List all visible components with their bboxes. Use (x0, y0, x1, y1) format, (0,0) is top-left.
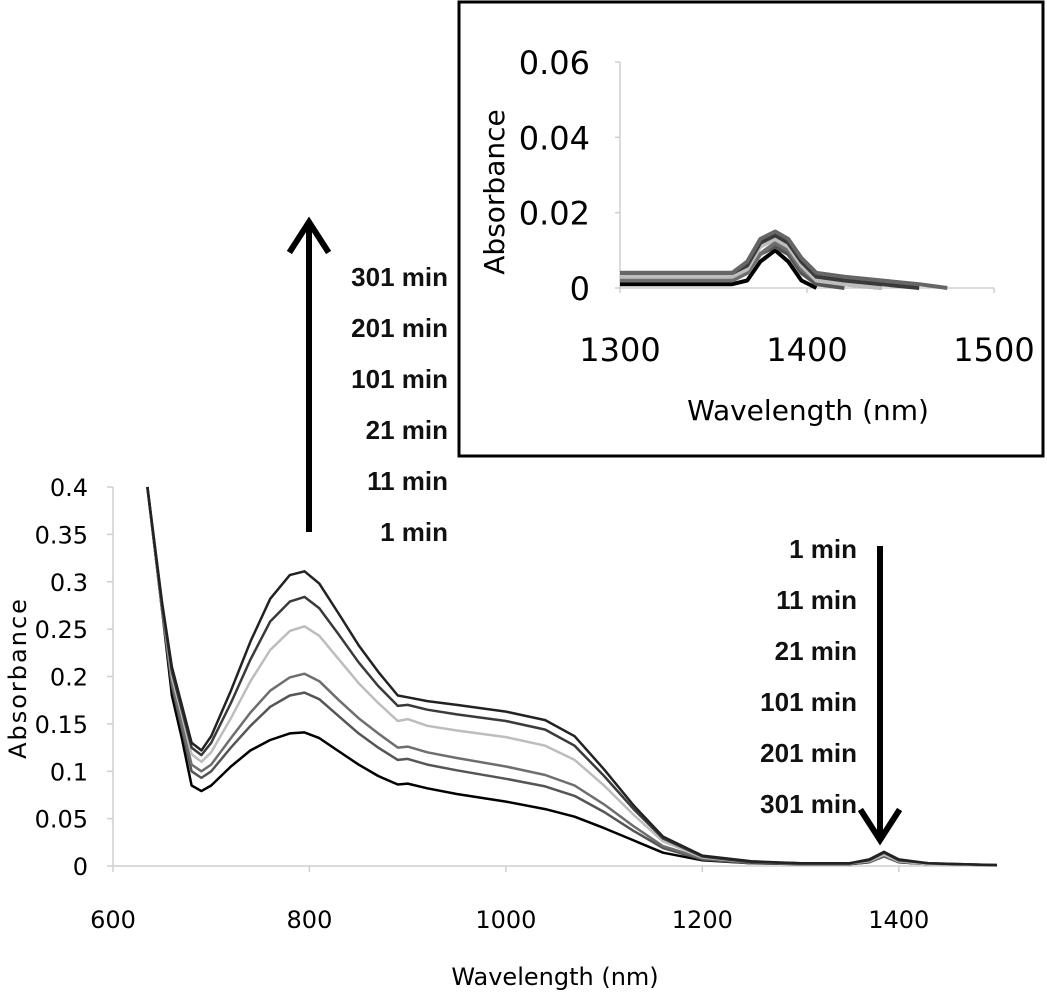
x-axis-label: Wavelength (nm) (451, 963, 658, 991)
x-tick-label: 1400 (868, 906, 929, 934)
inset-x-tick-label: 1400 (766, 331, 847, 369)
inset-x-tick-label: 1500 (953, 331, 1034, 369)
inset-series-line-301-min (620, 229, 948, 290)
series-line-201-min (146, 486, 998, 867)
increase-arrow-head (286, 216, 332, 255)
series-line-21-min (146, 486, 998, 867)
inset-y-tick-label: 0 (570, 270, 590, 308)
y-tick-label: 0.25 (35, 616, 88, 644)
decrease-time-label: 11 min (776, 585, 857, 615)
main-plot: 0 0.05 0.1 0.15 0.2 0.25 0.3 0.35 0.4 600 800 1000 1… (4, 474, 998, 991)
x-tick-label: 800 (287, 906, 333, 934)
x-tick-label: 1000 (475, 906, 536, 934)
y-tick-label: 0.3 (50, 569, 88, 597)
decrease-time-label: 101 min (760, 687, 857, 717)
series-line-1-min (146, 486, 998, 867)
inset-series-line-1-min (620, 248, 818, 290)
y-tick-label: 0.4 (50, 474, 88, 502)
y-tick-label: 0.2 (50, 664, 88, 692)
decrease-time-label: 201 min (760, 738, 857, 768)
inset-x-axis-label: Wavelength (nm) (687, 394, 929, 427)
inset-y-tick-label: 0.02 (519, 195, 590, 233)
decrease-time-label: 21 min (775, 636, 857, 666)
x-tick-label: 1200 (672, 906, 733, 934)
increase-time-label: 201 min (351, 313, 448, 343)
y-axis-label: Absorbance (4, 597, 32, 759)
increase-time-label: 101 min (351, 364, 448, 394)
series-line-301-min (146, 486, 998, 867)
inset-frame (457, 0, 1045, 458)
decrease-time-label: 1 min (789, 534, 857, 564)
x-tick-label: 600 (90, 906, 136, 934)
increase-time-label: 11 min (367, 466, 448, 496)
increase-time-label: 301 min (351, 262, 448, 292)
inset-y-tick-label: 0.04 (519, 119, 590, 157)
increase-time-label: 21 min (366, 415, 448, 445)
decrease-arrow-head (857, 807, 903, 846)
y-tick-label: 0.05 (35, 806, 88, 834)
time-arrows: 301 min 201 min 101 min 21 min 11 min 1 min 1 … (286, 216, 903, 846)
y-tick-label: 0.15 (35, 711, 88, 739)
y-tick-label: 0.1 (50, 758, 88, 786)
decrease-time-label: 301 min (760, 789, 857, 819)
inset-x-tick-label: 1300 (579, 331, 660, 369)
inset-y-tick-label: 0.06 (519, 44, 590, 82)
y-tick-label: 0 (73, 853, 88, 881)
series-line-101-min (146, 486, 998, 867)
y-tick-label: 0.35 (35, 521, 88, 549)
inset-plot: 0 0.02 0.04 0.06 1300 1400 1500 Wavelength (nm)… (457, 0, 1045, 458)
series-line-11-min (146, 486, 998, 867)
inset-series-line-101-min (620, 237, 883, 290)
increase-time-label: 1 min (380, 517, 448, 547)
inset-y-axis-label: Absorbance (478, 109, 511, 274)
